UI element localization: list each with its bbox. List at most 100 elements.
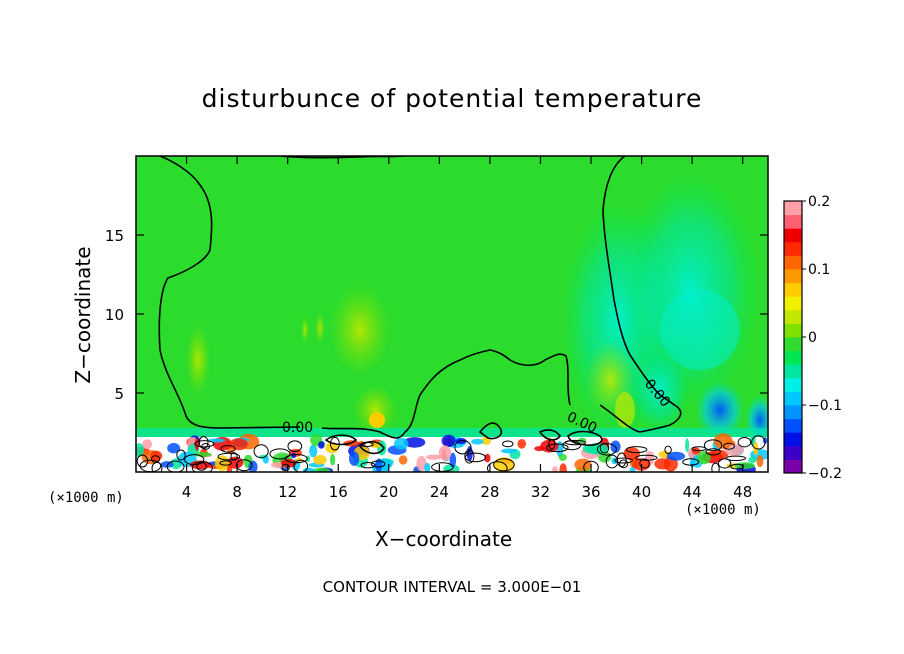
field-positive-region <box>301 316 309 344</box>
turbulence-contour <box>751 435 766 450</box>
colorbar-tick-label: −0.2 <box>808 466 842 482</box>
turbulence-blob <box>493 457 515 472</box>
turbulence-contour <box>370 460 386 468</box>
colorbar-tick-label: 0 <box>808 330 817 346</box>
turbulence-contour <box>730 463 744 470</box>
turbulence-blob <box>207 438 226 443</box>
colorbar-segment <box>784 418 802 433</box>
contour-line <box>478 422 503 440</box>
colorbar-segment <box>784 255 802 270</box>
contour-line <box>538 429 561 441</box>
chart-title: disturbunce of potential temperature <box>201 84 703 113</box>
turbulence-blob <box>349 451 360 466</box>
turbulence-contour <box>635 454 658 461</box>
turbulence-blob <box>471 438 484 445</box>
contour-line <box>567 430 603 446</box>
x-tick-label: 4 <box>182 483 192 501</box>
x-axis-label: X−coordinate <box>375 527 513 551</box>
colorbar-segment <box>784 309 802 324</box>
turbulence-contour <box>194 440 215 448</box>
turbulence-contour <box>737 437 752 448</box>
colorbar-segment <box>784 228 802 243</box>
colorbar-segment <box>784 337 802 352</box>
turbulence-blob <box>312 467 331 472</box>
turbulence-contour <box>546 443 569 453</box>
turbulence-contour <box>220 445 236 453</box>
contour-label: 0.00 <box>282 420 313 436</box>
colorbar-segment <box>784 377 802 392</box>
x-axis-ticks <box>185 156 744 472</box>
turbulence-contour <box>605 454 619 469</box>
turbulence-contour <box>682 458 700 466</box>
turbulence-contour <box>285 454 308 464</box>
colorbar-segment <box>784 296 802 311</box>
turbulence-contour <box>281 463 290 471</box>
y-tick-label: 10 <box>105 306 124 324</box>
turbulence-blob <box>438 445 452 461</box>
turbulence-blob <box>394 437 409 450</box>
y-axis-tick-labels: 5 10 15 <box>105 227 124 403</box>
x-tick-label: 12 <box>278 483 297 501</box>
colorbar-segment <box>784 214 802 229</box>
turbulence-contour <box>717 458 732 469</box>
turbulence-blob <box>666 451 686 461</box>
x-tick-label: 24 <box>430 483 449 501</box>
turbulence-blob <box>229 438 248 451</box>
colorbar-segment <box>784 391 802 406</box>
colorbar-segment <box>784 432 802 447</box>
turbulence-blob <box>441 434 456 448</box>
turbulence-contour <box>614 457 633 464</box>
turbulence-contour <box>217 452 241 461</box>
turbulence-blob <box>559 463 567 472</box>
turbulence-blob <box>142 439 153 450</box>
turbulence-contour <box>625 446 648 454</box>
turbulence-contour <box>464 449 475 464</box>
turbulence-contour <box>619 459 629 469</box>
turbulence-blob <box>248 460 258 472</box>
x-tick-label: 48 <box>733 483 752 501</box>
colorbar-segment <box>784 241 802 256</box>
turbulence-blob <box>194 452 212 457</box>
turbulence-contour <box>287 440 303 453</box>
turbulence-contour <box>583 460 599 472</box>
colorbar-segment <box>784 350 802 365</box>
field-positive-core <box>615 392 635 428</box>
y-tick-label: 5 <box>114 385 124 403</box>
field-negative-core <box>660 290 740 370</box>
colorbar-tick-labels: 0.2 0.1 0 −0.1 −0.2 <box>802 194 842 482</box>
x-tick-label: 32 <box>531 483 550 501</box>
x-tick-label: 28 <box>480 483 499 501</box>
turbulence-blob <box>501 448 517 454</box>
contour-line <box>321 349 571 439</box>
turbulence-contour <box>564 439 586 446</box>
contour-line <box>324 434 358 446</box>
turbulence-blob <box>309 444 318 458</box>
turbulence-blob <box>697 451 711 465</box>
turbulence-blob <box>654 458 671 470</box>
turbulence-blob <box>136 443 144 458</box>
field-fill <box>136 156 768 472</box>
colorbar-segment <box>784 201 802 216</box>
field-near-ground-band <box>136 428 768 438</box>
field-positive-core <box>369 412 385 428</box>
turbulence-blob <box>306 455 311 463</box>
turbulence-contour <box>493 458 515 472</box>
turbulence-blob <box>398 455 408 465</box>
colorbar-segment <box>784 459 802 474</box>
turbulence-blob <box>629 466 636 472</box>
colorbar-segment <box>784 445 802 460</box>
x-tick-label: 44 <box>683 483 702 501</box>
turbulence-blob <box>318 441 325 449</box>
turbulence-contour <box>151 461 163 472</box>
contour-lines <box>158 156 682 455</box>
turbulence-contour <box>176 449 186 461</box>
x-unit-label-left: (×1000 m) <box>48 490 124 506</box>
turbulence-contour <box>360 462 376 469</box>
turbulence-contour <box>691 446 707 452</box>
turbulence-blob <box>313 454 327 465</box>
colorbar-tick-label: 0.1 <box>808 262 830 278</box>
turbulence-blob <box>484 453 491 463</box>
turbulence-contour <box>191 461 213 472</box>
y-tick-label: 15 <box>105 227 124 245</box>
contour-line <box>358 440 385 455</box>
